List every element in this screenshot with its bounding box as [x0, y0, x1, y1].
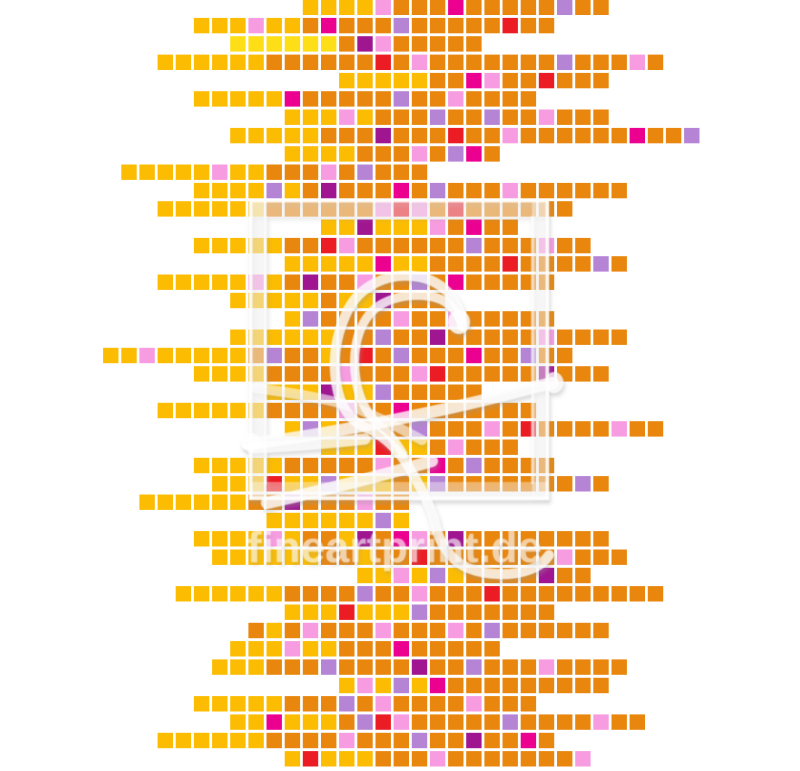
svg-text:fineartprint.de: fineartprint.de	[247, 523, 542, 572]
